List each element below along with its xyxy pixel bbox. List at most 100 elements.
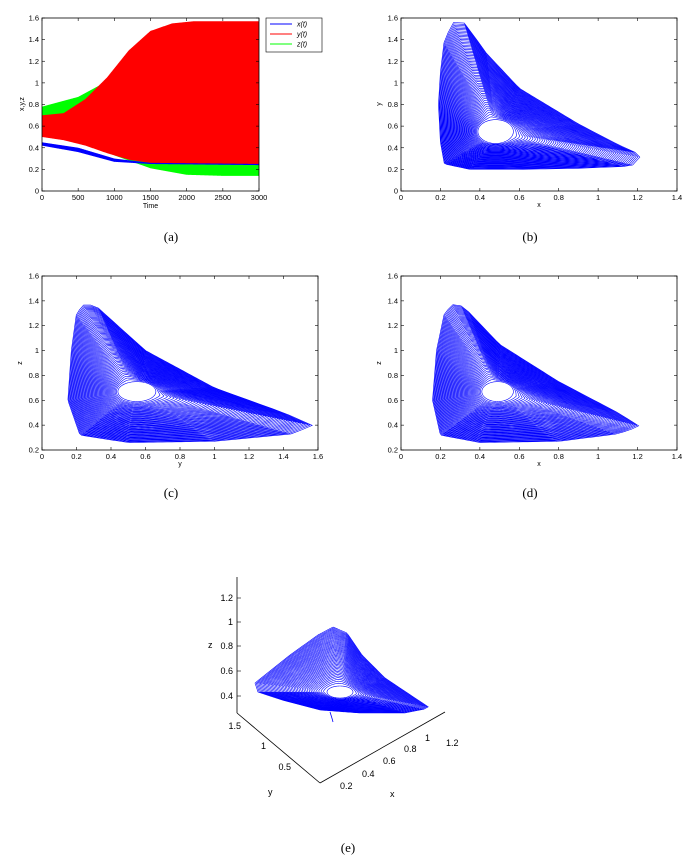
y-tick-label: 0.8 [388,371,398,380]
trajectory-loop [93,344,234,422]
panel-a-xlabel: Time [143,203,158,210]
trajectory-loop [116,379,161,404]
trajectory-loop [461,350,565,419]
trajectory-loop [455,62,588,159]
z-tick-label: 0.8 [220,641,233,651]
trajectory-loop [67,304,313,443]
x-tick-label: 0.4 [362,769,375,779]
trajectory-loop [74,314,293,438]
trajectory-loop [469,100,539,149]
trajectory-loop [69,308,307,442]
trajectory-loop [446,40,617,165]
trajectory-loop-3d [320,680,360,700]
trajectory-loop [466,91,550,152]
trajectory-loop [452,55,598,161]
trajectory-loop [461,78,568,155]
trajectory-loop-3d [312,673,369,702]
trajectory-loop [467,93,548,151]
trajectory-loop [473,109,526,147]
trajectory-loop [440,316,620,437]
trajectory-loop [444,36,622,166]
panel-b-caption: (b) [522,229,537,244]
trajectory-loop [448,329,599,430]
z-tick-label: 0.4 [220,691,233,701]
trajectory-loop [439,24,637,169]
trajectory-loop [451,334,591,428]
x-tick-label: 1.4 [278,452,288,461]
trajectory-loop [474,111,523,146]
trajectory-loop [461,79,566,155]
y-tick-label: 0.2 [29,165,39,174]
x-tick-label: 0.2 [71,452,81,461]
y-tick-label: 1 [394,78,398,87]
trajectory-loop [470,363,543,412]
panel-c-ylabel: z [17,361,24,365]
x-tick-label: 0 [40,452,44,461]
trajectory-loop [77,320,282,435]
x-tick-label: 0.4 [475,452,485,461]
trajectory-loop [69,306,309,442]
trajectory-loop-3d [301,665,380,704]
trajectory-loop [440,27,633,169]
y-tick-label: 0.8 [29,371,39,380]
x-tick-label: 0.8 [404,744,417,754]
panel-d-phase-xz: 0 0.2 0.4 0.6 0.8 1 1.2 1.40.20.40.60.811.21.41… [376,272,682,501]
trajectory-loop [454,338,583,425]
panel-a-legend: x(t) y(t) z(t) [265,17,323,53]
y-tick-label: 0.2 [29,446,39,455]
y-tick-label: 0.2 [388,165,398,174]
x-tick-label: 0.2 [435,452,445,461]
trajectory-loop [98,352,215,418]
trajectory-loop [460,76,570,156]
legend-label-y: y(t) [296,32,307,39]
y-tick-label: 1.5 [228,721,241,731]
trajectory-loop [108,368,185,410]
trajectory-loop [96,349,223,420]
trajectory-loop [447,43,613,165]
trajectory-loop [467,94,546,151]
trajectory-loop [452,335,589,427]
y-tick-label: 1.2 [388,321,398,330]
trajectory-loop [439,315,622,437]
trajectory-loop [443,322,610,434]
trajectory-loop-3d [310,672,371,702]
trajectory-loop-3d [305,668,376,703]
x-tick-label: 0 [40,193,44,202]
trajectory-loop [83,329,263,430]
panel-d-ylabel: z [376,361,383,365]
y-tick-label: 0 [35,187,39,196]
y-tick-label: 0.8 [29,100,39,109]
panel-a-ylabel: x,y,z [19,97,26,111]
trajectory-loop [79,322,277,434]
trajectory-loop [463,82,561,154]
panel-a-time-series: 0 500 1000 1500 2000 2500 3000 0 0.2 0.4 0.6 0.8 1 1.… [19,14,323,244]
x-tick-label: 1.2 [446,738,459,748]
trajectory-loop [104,362,196,413]
x-tick-label: 0.2 [435,193,445,202]
series-line-x [42,142,259,166]
trajectory-loop [77,319,284,436]
z-tick-label: 1 [228,617,233,627]
trajectory-loop [469,362,545,413]
trajectory-loop [458,70,578,157]
trajectory-loop-3d [298,662,383,704]
y-tick-label: 1.4 [29,296,39,305]
trajectory-loop [83,328,265,431]
trajectory-loop [440,317,618,436]
trajectory-loop [459,346,571,421]
y-tick-label: 0.5 [278,762,291,772]
trajectory-loop [466,357,552,415]
trajectory-loop [435,309,631,440]
y-tick-label: 1.4 [388,35,398,44]
trajectory-loop [462,81,563,154]
legend-label-z: z(t) [296,42,307,49]
x-tick-label: 0.8 [553,193,563,202]
trajectory-loop-3d [314,675,367,701]
trajectory-loop [109,369,182,409]
trajectory-loop [103,359,202,414]
trajectory-loop [101,356,207,416]
trajectory-loop [459,73,574,157]
trajectory-loop [464,355,557,416]
trajectory-loop-3d [296,661,385,705]
trajectory-tail-3d [329,711,334,723]
